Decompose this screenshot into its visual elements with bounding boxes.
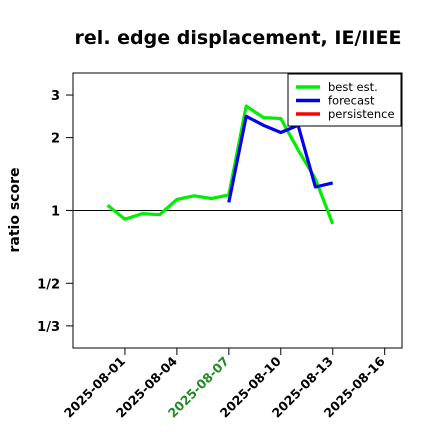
y-axis-label: ratio score: [7, 168, 23, 253]
chart-title: rel. edge displacement, IE/IIEE: [75, 27, 402, 49]
legend-label: persistence: [328, 107, 395, 121]
y-tick-label: 1/3: [37, 320, 60, 335]
series-layer: [106, 104, 335, 225]
legend-label: forecast: [328, 94, 375, 108]
y-tick-label: 3: [51, 89, 60, 104]
y-tick-label: 1: [51, 204, 60, 219]
y-axis-ticks: 1/3 1/2 1 2 3: [37, 89, 73, 335]
y-tick-label: 2: [51, 132, 60, 147]
series-line-forecast: [227, 114, 334, 203]
legend-label: best est.: [328, 80, 378, 94]
x-axis-ticks: 2025-08-012025-08-042025-08-072025-08-10…: [61, 348, 388, 421]
y-tick-label: 1/2: [37, 277, 60, 292]
series-line-best-est: [106, 104, 335, 225]
